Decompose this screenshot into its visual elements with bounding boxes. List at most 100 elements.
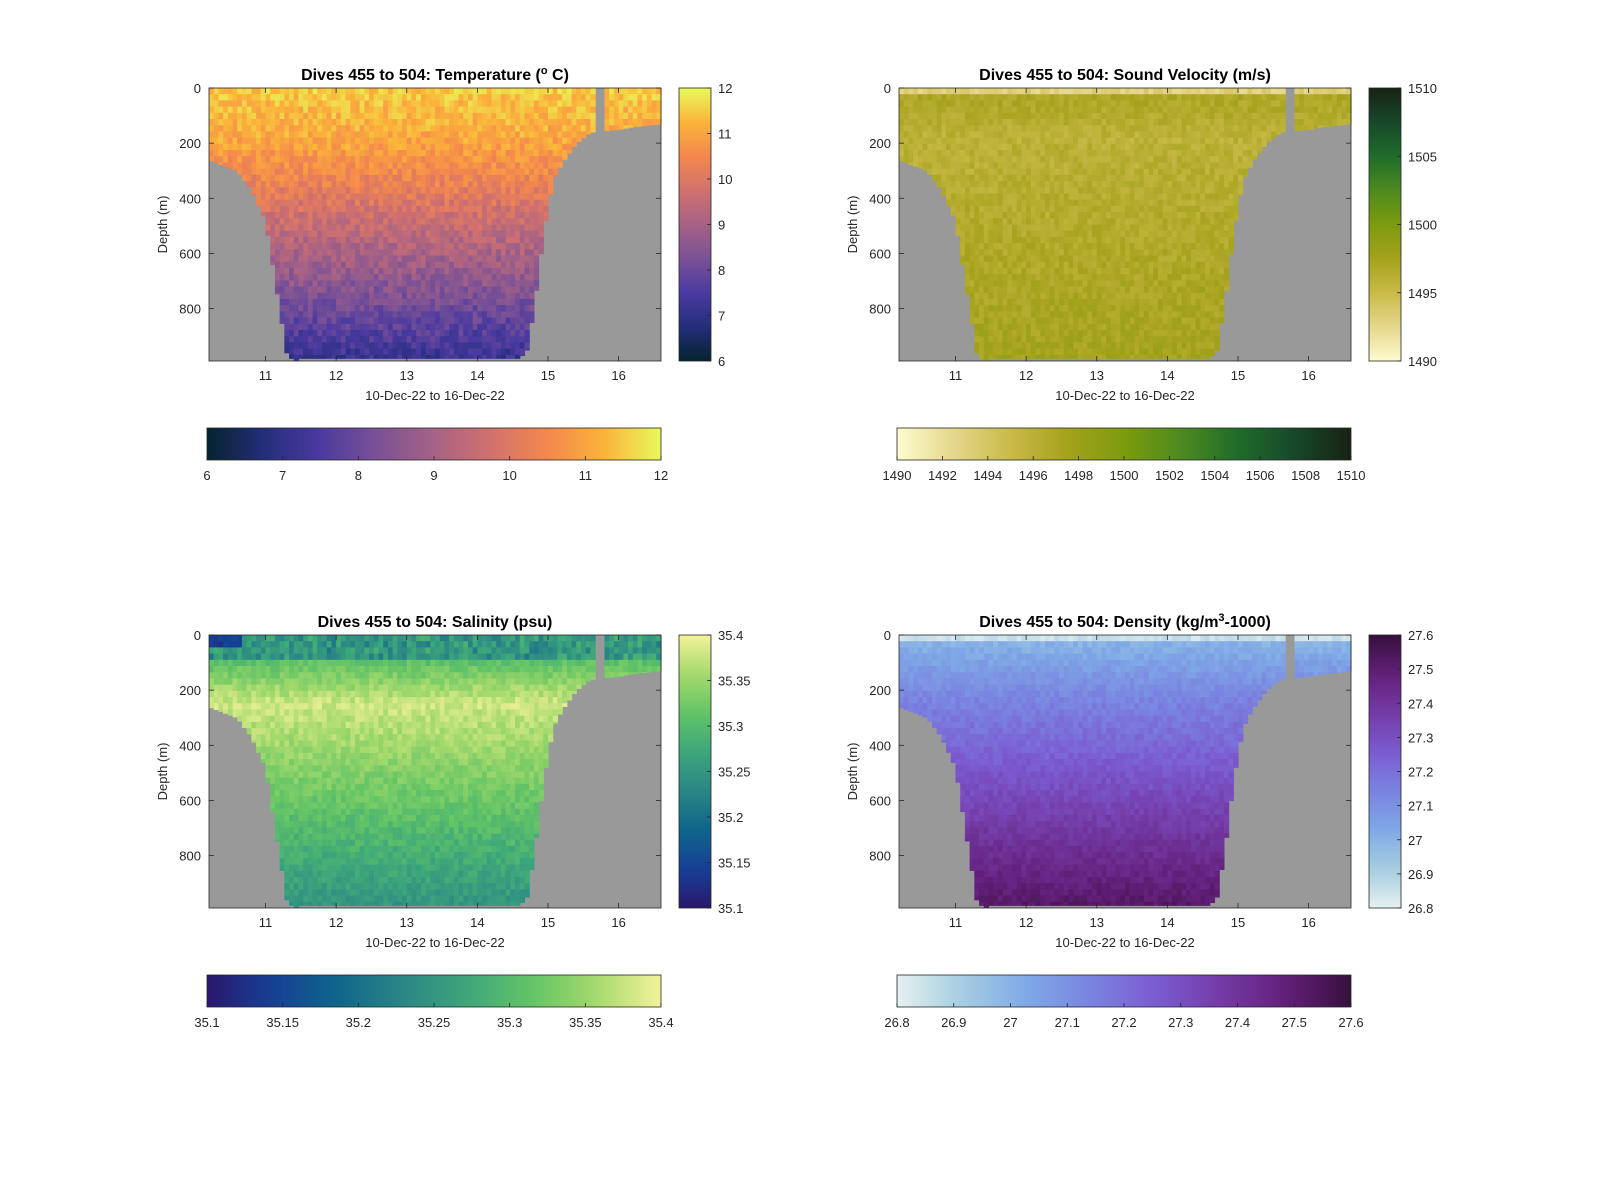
x-tick-label: 13 <box>400 368 414 383</box>
heatmap-cell <box>515 267 521 275</box>
heatmap-cell <box>373 162 380 170</box>
heatmap-cell <box>303 354 309 359</box>
heatmap-cell <box>425 119 431 126</box>
heatmap-cell <box>1110 143 1117 151</box>
heatmap-cell <box>482 280 488 288</box>
heatmap-cell <box>482 125 488 133</box>
heatmap-cell <box>510 280 516 288</box>
heatmap-cell <box>482 131 488 139</box>
heatmap-cell <box>274 143 281 151</box>
heatmap-cell <box>1106 212 1112 219</box>
heatmap-cell <box>1012 342 1018 350</box>
heatmap-cell <box>1049 243 1055 250</box>
heatmap-cell <box>284 212 290 219</box>
heatmap-cell <box>1120 224 1126 232</box>
heatmap-cell <box>1106 267 1112 275</box>
heatmap-cell <box>941 162 947 170</box>
heatmap-cell <box>340 212 347 219</box>
heatmap-cell <box>1040 243 1046 250</box>
heatmap-cell <box>1063 106 1070 114</box>
heatmap-cell <box>416 255 422 263</box>
heatmap-cell <box>969 218 975 226</box>
heatmap-cell <box>1120 88 1126 95</box>
heatmap-cell <box>402 131 408 139</box>
heatmap-cell <box>1153 143 1159 151</box>
heatmap-cell <box>529 261 535 269</box>
heatmap-cell <box>293 156 300 164</box>
heatmap-cell <box>1087 298 1093 306</box>
heatmap-cell <box>279 292 285 300</box>
heatmap-cell <box>1110 249 1117 257</box>
heatmap-cell <box>609 94 615 101</box>
heatmap-cell <box>1059 354 1065 359</box>
heatmap-cell <box>472 323 478 331</box>
heatmap-cell <box>1059 218 1065 226</box>
heatmap-cell <box>529 193 535 201</box>
heatmap-cell <box>350 162 356 170</box>
heatmap-cell <box>1148 354 1154 359</box>
heatmap-cell <box>491 286 497 294</box>
heatmap-cell <box>326 181 333 188</box>
heatmap-cell <box>524 267 530 275</box>
heatmap-cell <box>1021 230 1027 238</box>
heatmap-cell <box>312 143 318 151</box>
temperature-x-axis-label: 10-Dec-22 to 16-Dec-22 <box>365 388 504 403</box>
heatmap-cell <box>298 274 304 281</box>
heatmap-cell <box>402 94 408 101</box>
heatmap-cell <box>387 249 394 257</box>
heatmap-cell <box>899 156 905 162</box>
heatmap-cell <box>1054 255 1060 263</box>
heatmap-cell <box>449 106 455 114</box>
heatmap-cell <box>941 137 947 145</box>
heatmap-cell <box>1040 261 1046 269</box>
heatmap-cell <box>1082 298 1088 306</box>
heatmap-cell <box>383 243 389 250</box>
heatmap-cell <box>1012 119 1018 126</box>
heatmap-cell <box>1096 354 1103 359</box>
heatmap-cell <box>576 119 582 126</box>
heatmap-cell <box>580 88 587 95</box>
heatmap-cell <box>317 249 323 257</box>
heatmap-cell <box>312 168 318 176</box>
heatmap-cell <box>397 336 403 343</box>
heatmap-cell <box>317 174 323 182</box>
heatmap-cell <box>392 317 398 325</box>
heatmap-cell <box>960 212 966 219</box>
heatmap-cell <box>974 323 980 331</box>
heatmap-cell <box>439 286 446 294</box>
heatmap-cell <box>453 249 460 257</box>
heatmap-cell <box>1021 224 1027 232</box>
heatmap-cell <box>1012 193 1018 201</box>
heatmap-cell <box>402 162 408 170</box>
heatmap-cell <box>284 305 290 312</box>
heatmap-cell <box>1115 168 1121 176</box>
heatmap-cell <box>1059 280 1065 288</box>
heatmap-cell <box>354 305 361 312</box>
heatmap-cell <box>467 212 474 219</box>
heatmap-cell <box>1101 187 1107 195</box>
heatmap-cell <box>899 137 905 145</box>
heatmap-cell <box>265 212 271 219</box>
heatmap-cell <box>1120 205 1126 213</box>
heatmap-cell <box>1148 255 1154 263</box>
heatmap-cell <box>1035 193 1041 201</box>
heatmap-cell <box>538 106 544 114</box>
heatmap-cell <box>444 143 450 151</box>
heatmap-cell <box>392 348 398 356</box>
heatmap-cell <box>322 329 328 337</box>
heatmap-cell <box>435 119 441 126</box>
heatmap-cell <box>387 298 394 306</box>
heatmap-cell <box>298 168 304 176</box>
heatmap-cell <box>988 274 994 281</box>
heatmap-cell <box>1026 243 1032 250</box>
heatmap-cell <box>298 119 304 126</box>
heatmap-cell <box>279 94 285 101</box>
heatmap-cell <box>312 292 318 300</box>
heatmap-cell <box>359 305 365 312</box>
heatmap-cell <box>1143 174 1150 182</box>
heatmap-cell <box>988 181 994 188</box>
heatmap-cell <box>392 100 398 108</box>
heatmap-cell <box>298 218 304 226</box>
heatmap-cell <box>293 100 300 108</box>
heatmap-cell <box>1153 168 1159 176</box>
